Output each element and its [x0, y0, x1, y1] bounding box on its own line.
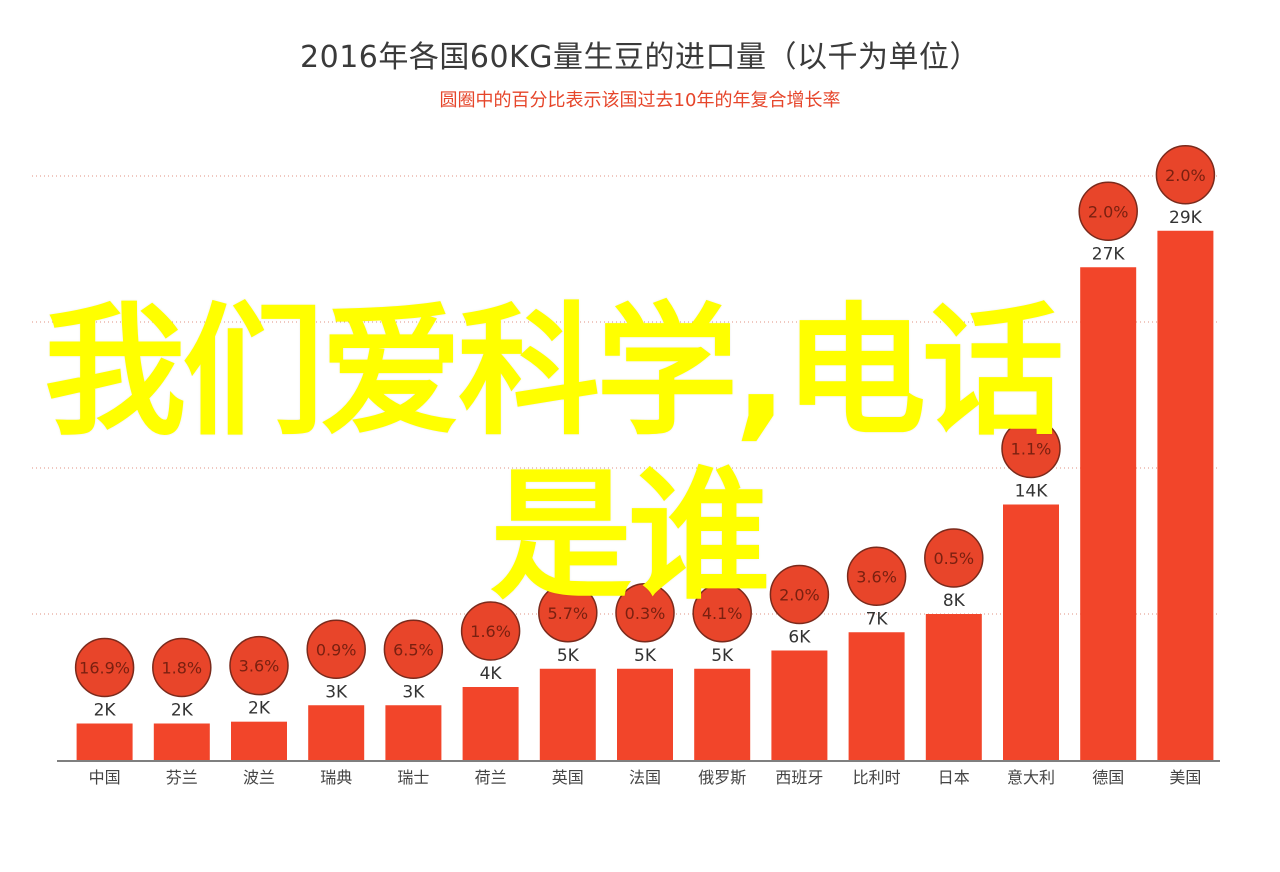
x-tick-label: 西班牙: [775, 768, 823, 787]
growth-circle: [383, 619, 444, 679]
growth-circle: [152, 637, 212, 698]
x-tick-label: 瑞士: [397, 768, 429, 787]
bar: [76, 723, 133, 760]
growth-rate-label: 0.9%: [316, 640, 357, 659]
growth-circle: [1155, 145, 1216, 205]
growth-rate-label: 2.0%: [1165, 166, 1206, 185]
growth-circle: [692, 583, 752, 643]
growth-circle: [306, 619, 366, 679]
x-tick-label: 法国: [629, 768, 661, 787]
bar-value-label: 4K: [480, 664, 503, 684]
bar: [1003, 504, 1059, 760]
bar-value-label: 7K: [866, 609, 889, 629]
x-tick-label: 英国: [552, 768, 584, 787]
growth-circle: [1078, 181, 1138, 241]
chart-subtitle: 圆圈中的百分比表示该国过去10年的年复合增长率: [439, 90, 841, 111]
bar: [231, 721, 287, 760]
x-tick-label: 芬兰: [166, 768, 198, 787]
growth-rate-label: 1.8%: [161, 659, 202, 678]
bar: [848, 632, 905, 760]
growth-rate-label: 1.1%: [1011, 440, 1052, 459]
x-tick-label: 俄罗斯: [698, 768, 746, 787]
bar: [694, 668, 751, 760]
growth-rate-label: 0.3%: [625, 604, 666, 623]
bar: [617, 668, 673, 760]
bar: [308, 705, 365, 760]
x-tick-label: 荷兰: [475, 768, 507, 787]
x-tick-label: 波兰: [243, 768, 275, 787]
growth-circle: [769, 564, 830, 625]
bar: [153, 723, 210, 760]
bar-value-label: 3K: [402, 682, 425, 702]
bar-value-label: 2K: [248, 699, 271, 719]
growth-rate-label: 6.5%: [393, 640, 434, 659]
bar: [385, 705, 442, 760]
bar-value-label: 27K: [1092, 244, 1126, 264]
bar-value-label: 2K: [171, 701, 194, 721]
bar: [925, 614, 982, 760]
growth-rate-label: 5.7%: [547, 604, 588, 623]
growth-rate-label: 3.6%: [239, 657, 280, 676]
bar: [1157, 230, 1214, 760]
bar-value-label: 5K: [634, 646, 657, 666]
bar-value-label: 5K: [557, 646, 580, 666]
growth-circle: [846, 546, 907, 606]
growth-circle: [615, 583, 675, 643]
bar: [462, 687, 519, 760]
bar-value-label: 3K: [325, 682, 348, 702]
growth-rate-label: 2.0%: [779, 586, 820, 605]
bar-value-label: 29K: [1169, 208, 1203, 228]
growth-rate-label: 3.6%: [856, 567, 897, 586]
bar-value-label: 8K: [943, 591, 966, 611]
growth-circle: [74, 637, 135, 698]
x-tick-label: 德国: [1092, 768, 1124, 787]
chart-title: 2016年各国60KG量生豆的进口量（以千为单位）: [300, 40, 980, 75]
x-tick-label: 意大利: [1007, 768, 1055, 787]
bar-value-label: 6K: [788, 628, 811, 648]
growth-circle: [924, 528, 984, 588]
growth-circle: [1001, 418, 1061, 479]
growth-rate-label: 1.6%: [470, 622, 511, 641]
x-tick-label: 中国: [89, 768, 121, 787]
x-tick-label: 日本: [938, 768, 970, 787]
x-tick-label: 比利时: [853, 768, 901, 787]
growth-rate-label: 16.9%: [79, 659, 130, 678]
growth-rate-label: 0.5%: [933, 549, 974, 568]
x-axis: 中国 芬兰 波兰 瑞典 瑞士 荷兰 英国 法国 俄罗斯 西班牙 比利时 日本 意大利 德国 美国: [57, 760, 1220, 787]
bar: [539, 668, 596, 760]
x-tick-label: 瑞典: [320, 768, 352, 787]
bar-value-label: 14K: [1015, 482, 1049, 502]
growth-circle: [460, 601, 521, 661]
bars: 2K 16.9% 2K 1.8% 2K 3.6% 3K 0.9% 3K 6.5% 4K 1.6% 5K 5…: [74, 145, 1216, 760]
bar: [771, 650, 828, 760]
bar-value-label: 5K: [711, 646, 734, 666]
growth-circle: [538, 583, 598, 643]
growth-rate-label: 2.0%: [1088, 202, 1129, 221]
bar-value-label: 2K: [94, 701, 117, 721]
x-tick-label: 美国: [1169, 768, 1201, 787]
growth-circle: [229, 635, 289, 696]
bar: [1080, 267, 1137, 760]
growth-rate-label: 4.1%: [702, 604, 743, 623]
